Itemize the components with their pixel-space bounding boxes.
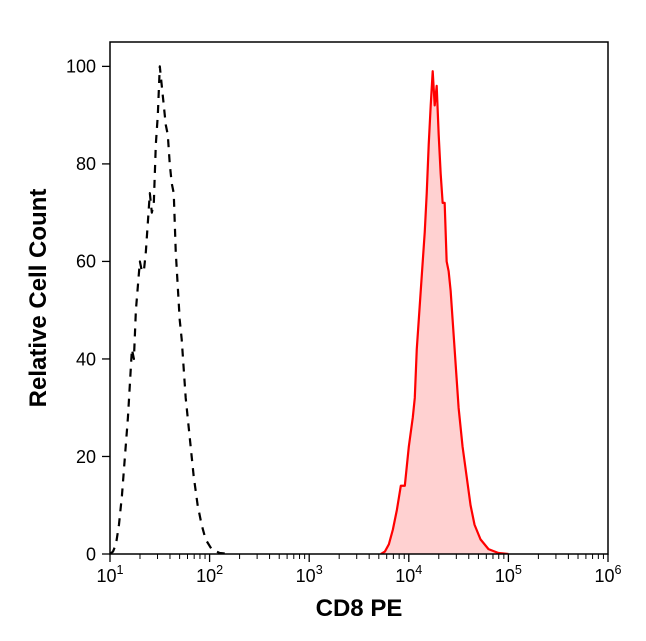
y-axis-label: Relative Cell Count — [25, 189, 52, 408]
svg-text:0: 0 — [86, 544, 96, 564]
x-axis-label: CD8 PE — [316, 595, 403, 622]
svg-text:20: 20 — [76, 447, 96, 467]
svg-text:60: 60 — [76, 252, 96, 272]
svg-text:40: 40 — [76, 349, 96, 369]
flow-cytometry-histogram: 101102103104105106020406080100CD8 PERela… — [0, 0, 646, 641]
svg-text:100: 100 — [66, 57, 96, 77]
svg-text:80: 80 — [76, 154, 96, 174]
chart-svg: 101102103104105106020406080100CD8 PERela… — [0, 0, 646, 641]
